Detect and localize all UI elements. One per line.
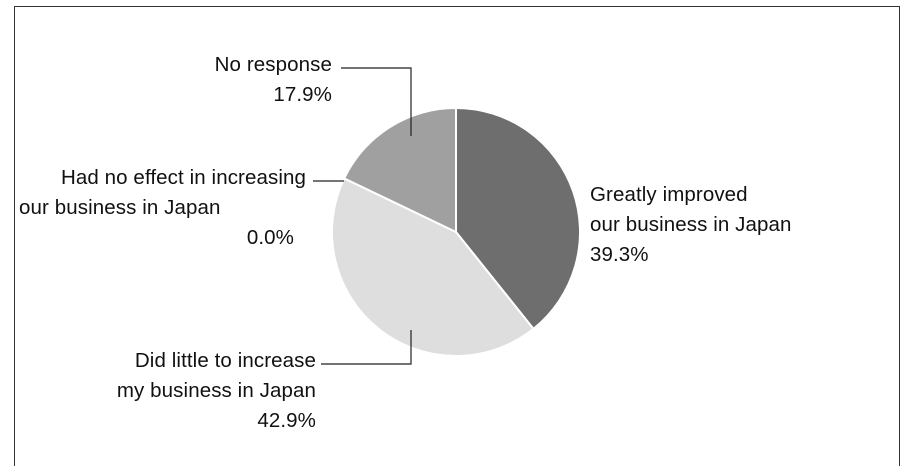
slice-label: Greatly improved [590,183,748,206]
slice-label: our business in Japan [590,213,792,236]
slice-value: 0.0% [246,226,294,249]
slice-no-response [343,107,457,233]
leader-line-no-response [341,67,412,136]
label-did-little: Did little to increase my business in Ja… [60,346,316,436]
slice-value: 39.3% [590,243,649,266]
leader-line-did-little [321,330,412,365]
chart-frame [14,6,900,466]
slice-label: Did little to increase [134,349,316,372]
slice-value: 17.9% [273,83,332,106]
slice-label: my business in Japan [116,379,316,402]
slice-label: our business in Japan [19,196,221,219]
pie-slices [331,107,581,357]
leader-lines [313,67,412,365]
label-greatly-improved: Greatly improved our business in Japan 3… [590,180,870,270]
slice-label: Had no effect in increasing [60,166,306,189]
label-no-response: No response 17.9% [160,50,332,110]
slice-label: No response [214,53,332,76]
slice-greatly-improved [455,107,581,330]
slice-value: 42.9% [257,409,316,432]
label-no-effect: Had no effect in increasing our business… [18,163,306,253]
slice-did-little [331,177,535,357]
